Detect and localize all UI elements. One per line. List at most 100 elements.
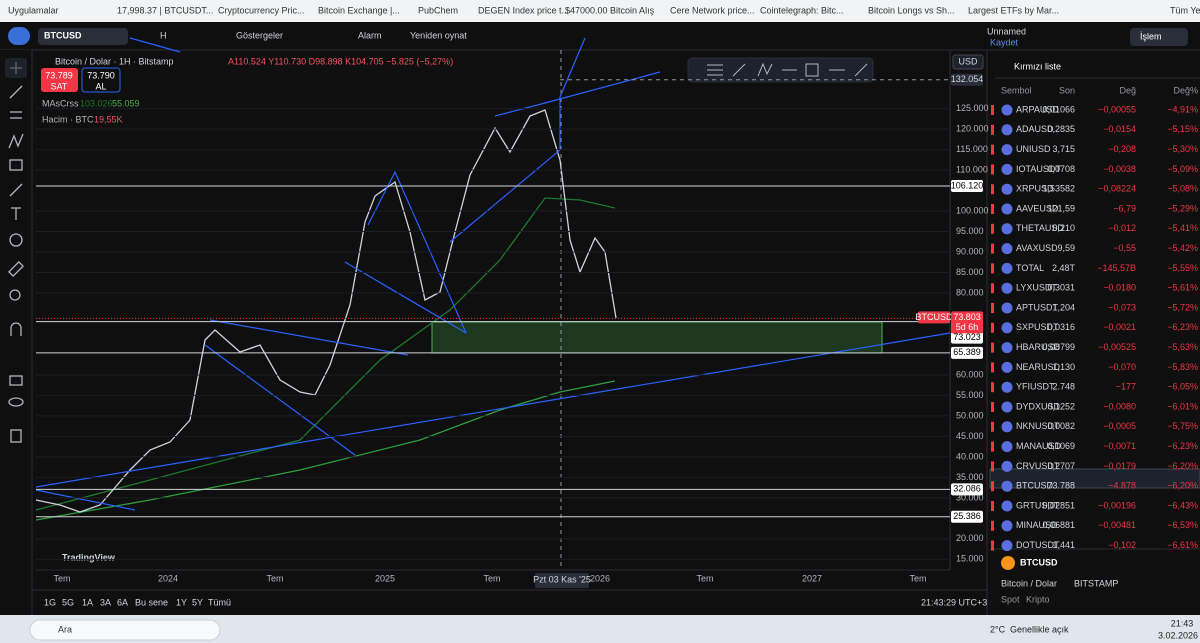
user-avatar[interactable] [8,27,30,45]
cell: −0,208 [1108,144,1136,154]
cell: 1,53582 [1042,184,1075,194]
icon[interactable] [732,63,746,77]
buy-label: AL [95,81,106,91]
cell: −6,61% [1167,540,1198,550]
cell: 9,59 [1057,243,1075,253]
cell: −0,0071 [1103,441,1136,451]
icon[interactable] [9,85,23,99]
row-flag [991,540,994,551]
volume-label: Hacim · BTC [42,114,94,124]
drawing-toolbar[interactable] [687,57,874,83]
time-tick-label: 2025 [375,573,395,583]
cell: 0,0316 [1047,322,1075,332]
icon[interactable] [707,64,723,76]
cell: 0,0082 [1047,421,1075,431]
price-tick-label: 30.000 [956,492,984,502]
selected-row[interactable] [989,468,1200,489]
cell: 73.788 [1047,481,1075,491]
icon[interactable] [8,133,24,149]
level-badge [951,179,983,192]
sell-button[interactable] [41,68,78,92]
range-button[interactable]: 6A [117,597,128,607]
price-tick-label: 95.000 [956,226,984,236]
bookmark: $47000.00 Bitcoin Alış [565,5,655,15]
icon[interactable] [11,207,21,220]
symbol-icon [1001,262,1013,274]
price-tick-label: 55.000 [956,390,984,400]
price-tick-label: 110.000 [956,164,988,174]
range-button[interactable]: 1G [44,597,56,607]
column-header: Sembol [1001,85,1032,95]
level-label: 132.054 [951,74,984,84]
icon[interactable] [9,183,23,197]
buy-button[interactable] [81,67,121,93]
icon[interactable] [10,429,22,443]
icon[interactable] [9,159,23,171]
price-tick-label: 60.000 [956,369,984,379]
price-tick-label: 90.000 [956,246,984,256]
icon[interactable] [8,261,24,277]
symbol-icon [1001,342,1013,354]
row-flag [991,520,994,531]
icon[interactable] [805,63,819,77]
price-tick-label: 20.000 [956,533,984,543]
detail-market: Spot [1001,594,1020,604]
currency-box[interactable] [952,54,984,70]
price-tick-label: 40.000 [956,451,984,461]
toolbar-indicators: Göstergeler [236,30,283,40]
symbol-box[interactable] [38,28,128,45]
taskbar-date: 3.02.2026 [1158,630,1198,640]
cell: −5,09% [1167,164,1198,174]
bookmark: Cere Network price... [670,5,755,15]
cell: −5,29% [1167,203,1198,213]
toolbar-symbol: BTCUSD [44,30,82,40]
bookmark: 17,998.37 | BTCUSDT... [117,5,213,15]
symbol: DOTUSDT [1016,540,1060,550]
icon[interactable] [10,322,22,336]
icon[interactable] [757,62,773,77]
symbol-icon [1001,282,1013,294]
search-box[interactable] [29,619,221,641]
cell: 0,1069 [1047,441,1075,451]
row-flag [991,303,994,313]
symbol: APTUSDT [1016,302,1059,312]
range-button[interactable]: 5G [62,597,74,607]
cell: −5,15% [1167,124,1198,134]
bookmark: Bitcoin Exchange |... [318,5,400,15]
symbol-icon [1001,500,1013,512]
symbol: THETAUSD [1016,223,1064,233]
icon[interactable] [9,233,23,247]
level-badge [951,73,983,86]
symbol: ARPAUSD [1016,104,1059,114]
price-path [35,109,617,513]
cell: 1,130 [1052,362,1075,372]
icon[interactable] [9,375,23,386]
icon[interactable] [8,397,24,407]
range-button[interactable]: 1Y [176,597,187,607]
range-button[interactable]: Bu sene [135,597,168,607]
range-button[interactable]: 1A [82,597,93,607]
level-label: 73.023 [953,332,981,342]
icon[interactable] [854,63,868,77]
icon[interactable] [9,289,21,301]
toolbar-replay: Yeniden oynat [410,30,467,40]
time-tick-label: Tem [696,573,713,583]
symbol-icon [1001,144,1013,156]
cell: −6,20% [1167,461,1198,471]
active-tool[interactable] [5,58,27,78]
symbol: UNIUSD [1016,144,1051,154]
symbol-icon [1001,520,1013,532]
range-button[interactable]: 5Y [192,597,203,607]
cell: −0,00525 [1098,342,1136,352]
cell: −5,72% [1167,302,1198,312]
trade-button[interactable] [1130,28,1188,46]
taskbar-time: 21:43 [1171,618,1194,628]
column-header: Değ [1119,85,1136,95]
row-flag [991,322,994,333]
row-flag [991,164,994,175]
cell: 0,1252 [1047,401,1075,411]
range-button[interactable]: 3A [100,597,111,607]
trend-line [209,319,409,356]
bookmark: DEGEN Index price t... [478,5,569,15]
range-button[interactable]: Tümü [208,597,231,607]
